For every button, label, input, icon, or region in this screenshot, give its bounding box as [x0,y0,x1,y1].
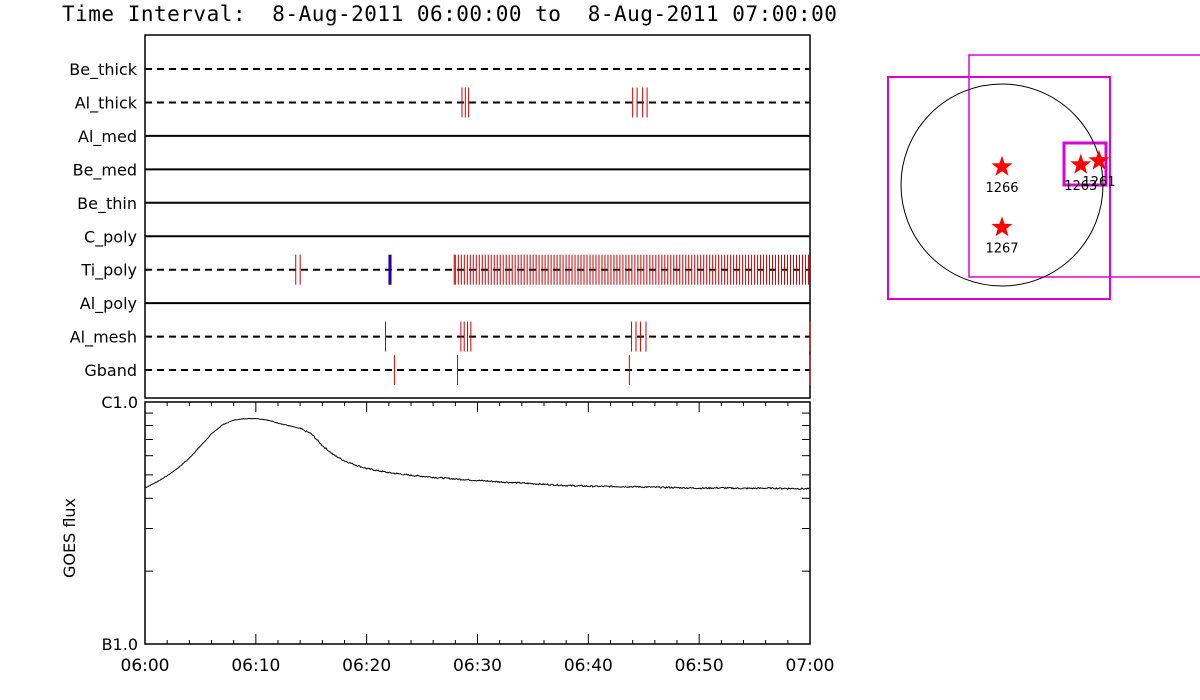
x-tick-label: 07:00 [786,656,835,676]
channel-label: C_poly [84,227,137,247]
region-star [1070,153,1092,174]
region-label: 1266 [985,181,1018,196]
page-title: Time Interval: 8-Aug-2011 06:00:00 to 8-… [62,2,838,26]
channel-label: Be_thick [69,60,137,80]
region-label: 1267 [985,241,1018,256]
map-flare-box [1062,141,1108,187]
y-tick-label: C1.0 [101,393,138,412]
filter-timeline-panel: Be_thick Al_thick Al_med Be_med Be_thin C_pol… [69,34,811,399]
region-label: 1261 [1082,175,1115,190]
x-tick-label: 06:20 [342,656,391,676]
region-star [991,216,1013,237]
x-tick-label: 06:30 [453,656,502,676]
map-fov-box [887,76,1111,300]
x-tick-label: 06:50 [675,656,724,676]
region-label: 1263 [1064,179,1097,194]
x-tick-label: 06:40 [564,656,613,676]
map-fov-box-offset [968,54,1200,278]
y-tick-label: B1.0 [102,635,138,654]
goes-frame [144,401,811,645]
solar-limb [900,83,1104,287]
y-axis-label: GOES flux [60,498,79,578]
channel-label: Al_mesh [70,328,137,348]
goes-flux-panel: C1.0 B1.0 GOES flux 06:00 06:10 06:20 06:30 06:… [60,393,835,676]
region-star [991,155,1013,176]
channel-label: Be_thin [77,194,137,214]
channel-label: Al_med [78,127,137,147]
x-tick-label: 06:00 [121,656,170,676]
channel-label: Al_poly [80,294,137,314]
channel-label: Ti_poly [80,261,137,281]
channel-label: Be_med [73,160,137,180]
timeline-frame [144,34,811,399]
goes-flux-curve [144,417,811,490]
region-star [1088,149,1110,170]
x-tick-label: 06:10 [231,656,280,676]
channel-label: Gband [84,361,137,380]
channel-label: Al_thick [75,93,138,113]
